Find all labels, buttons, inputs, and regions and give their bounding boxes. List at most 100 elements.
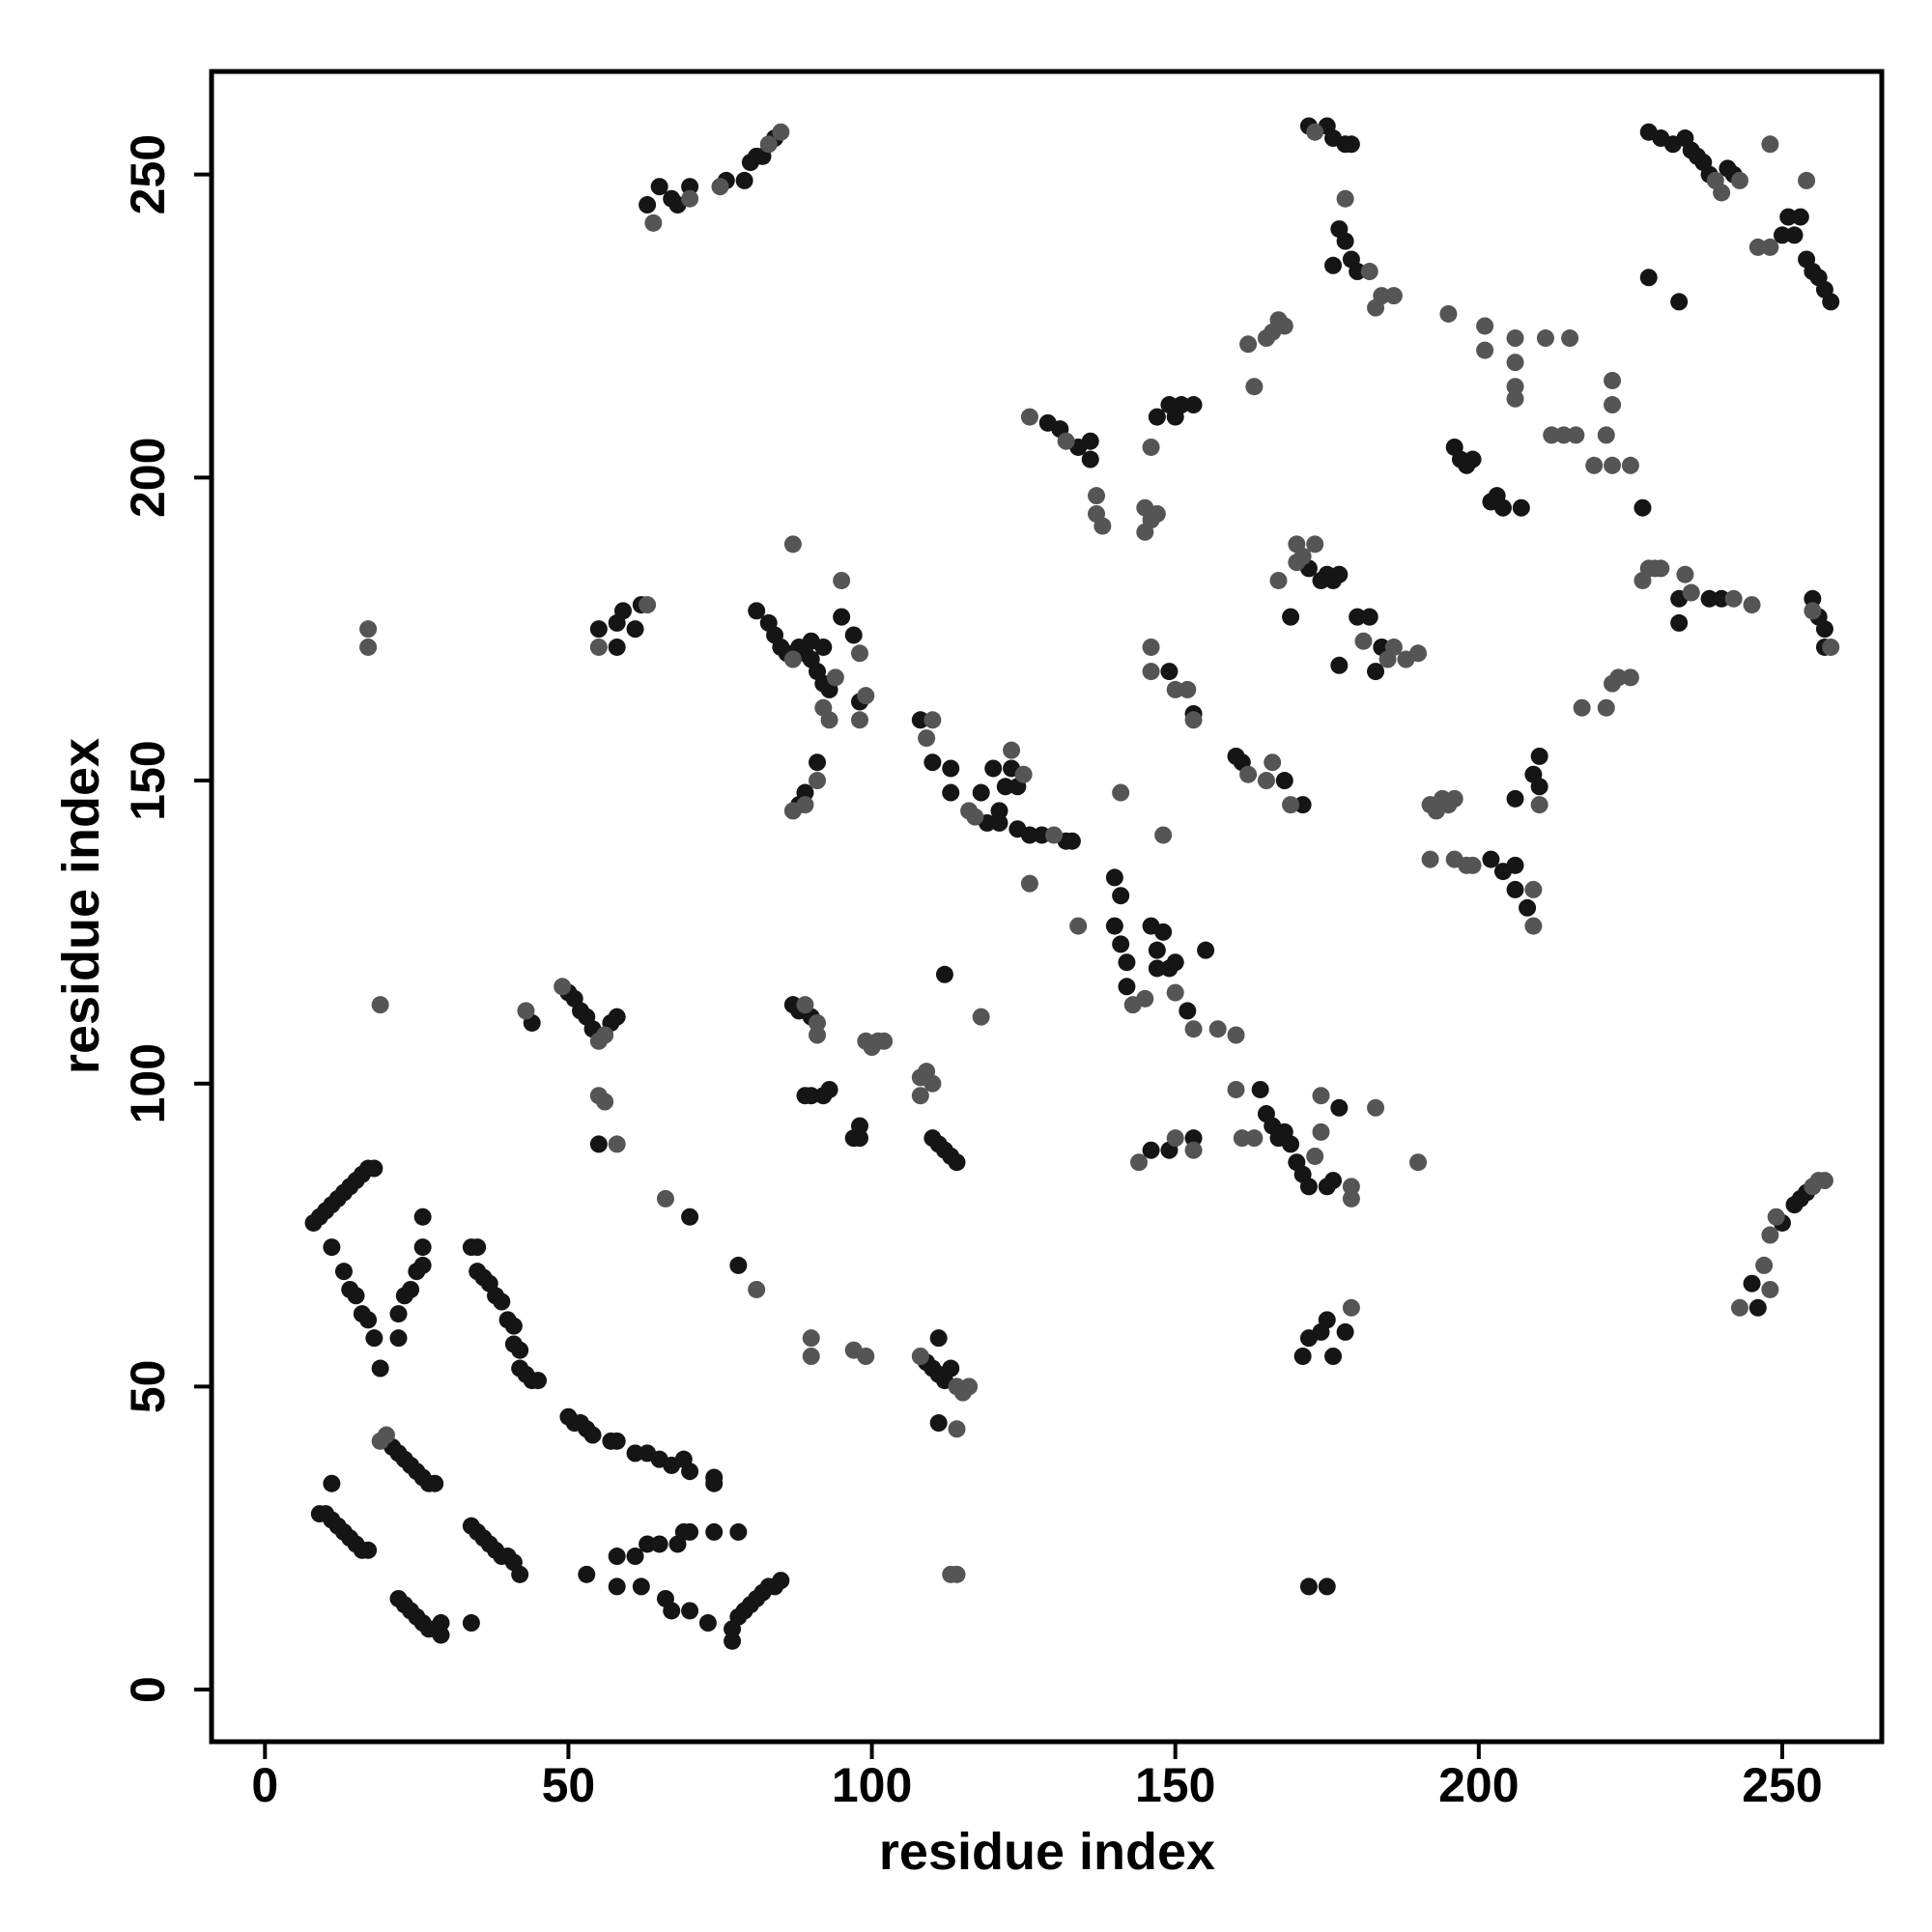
point: [1748, 1298, 1767, 1317]
point: [1282, 608, 1300, 626]
y-tick-label: 0: [121, 1676, 175, 1703]
point: [1239, 765, 1258, 783]
point: [517, 1002, 535, 1020]
point: [1604, 371, 1622, 389]
point: [608, 1135, 626, 1153]
point: [626, 620, 644, 639]
point: [1312, 1087, 1330, 1105]
point: [1536, 329, 1554, 348]
point: [918, 729, 936, 748]
point: [1227, 1080, 1245, 1098]
point: [724, 1632, 742, 1650]
point: [1239, 335, 1258, 354]
point: [783, 650, 802, 668]
point: [413, 1238, 432, 1257]
point: [1639, 269, 1658, 287]
point: [1208, 1020, 1227, 1038]
point: [1354, 632, 1373, 650]
point: [1020, 874, 1038, 893]
point: [923, 1074, 942, 1093]
point: [796, 783, 814, 802]
point: [371, 1359, 389, 1378]
point: [729, 1522, 748, 1541]
point: [1804, 589, 1822, 608]
point: [1791, 208, 1809, 226]
point: [1227, 1026, 1245, 1044]
point: [1293, 796, 1312, 814]
point: [1081, 432, 1099, 450]
point: [589, 638, 608, 656]
point: [644, 213, 663, 232]
point: [911, 711, 929, 729]
point: [1604, 456, 1622, 474]
point: [1373, 287, 1391, 305]
point: [681, 1208, 699, 1226]
point: [1761, 1226, 1779, 1244]
point: [1184, 1020, 1203, 1038]
point: [365, 1329, 384, 1348]
point: [814, 638, 833, 656]
point: [511, 1341, 529, 1359]
point: [1567, 426, 1585, 444]
point: [972, 783, 990, 802]
point: [705, 1522, 724, 1541]
point: [1349, 608, 1367, 626]
point: [929, 1414, 948, 1433]
point: [1179, 1002, 1197, 1020]
point: [1815, 620, 1833, 639]
point: [1670, 293, 1689, 311]
point: [809, 753, 827, 772]
point: [1506, 329, 1524, 348]
point: [948, 1153, 966, 1172]
point: [1118, 978, 1136, 996]
point: [826, 668, 844, 687]
point: [639, 1535, 657, 1553]
point: [1476, 341, 1494, 359]
point: [1269, 571, 1288, 589]
y-tick-label: 250: [121, 134, 175, 214]
point: [1530, 747, 1548, 765]
point: [1324, 256, 1343, 274]
point: [748, 1280, 766, 1298]
point: [426, 1474, 444, 1492]
point: [1306, 123, 1324, 141]
point: [1409, 1153, 1428, 1172]
point: [1609, 668, 1628, 687]
point: [1822, 638, 1840, 656]
point: [1524, 880, 1543, 898]
point: [875, 1032, 894, 1050]
point: [650, 178, 668, 196]
point: [639, 596, 657, 614]
point: [402, 1280, 420, 1298]
point: [1506, 354, 1524, 372]
point: [1154, 826, 1173, 844]
x-tick-label: 250: [1742, 1758, 1822, 1812]
x-tick-label: 50: [542, 1758, 596, 1812]
point: [389, 1329, 408, 1348]
point: [1105, 868, 1123, 887]
y-tick-label: 50: [121, 1360, 175, 1414]
point: [1597, 426, 1615, 444]
point: [589, 1135, 608, 1153]
point: [359, 1541, 378, 1559]
point: [820, 711, 838, 729]
point: [960, 1378, 979, 1396]
point: [1724, 589, 1743, 608]
point: [1275, 772, 1293, 790]
point: [1142, 438, 1160, 456]
point: [942, 1359, 960, 1378]
point: [1561, 329, 1579, 348]
point: [1033, 826, 1051, 844]
point: [578, 1565, 596, 1583]
point: [1822, 293, 1840, 311]
point: [996, 778, 1014, 796]
point: [1179, 680, 1197, 698]
point: [1554, 426, 1573, 444]
point: [1251, 1080, 1269, 1098]
point: [681, 178, 699, 196]
point: [1743, 596, 1761, 614]
point: [1118, 953, 1136, 972]
point: [1184, 711, 1203, 729]
y-axis-title: residue index: [52, 738, 110, 1074]
point: [1312, 1122, 1330, 1141]
